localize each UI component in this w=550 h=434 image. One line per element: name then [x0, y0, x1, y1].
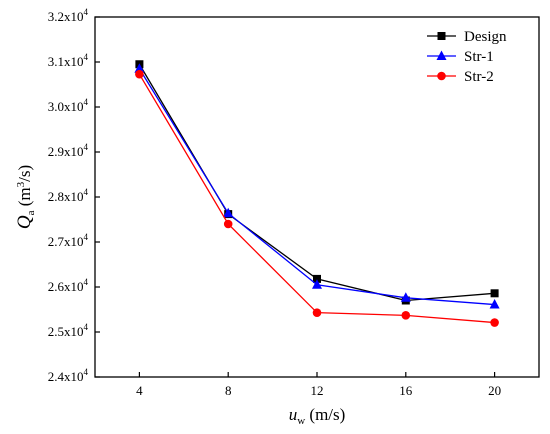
x-tick-label: 8 [225, 383, 232, 398]
legend-label: Str-1 [464, 49, 494, 65]
y-tick-label: 2.5x104 [48, 322, 89, 339]
legend: Design Str-1 Str-2 [427, 29, 507, 85]
x-axis-title: uw (m/s) [289, 405, 346, 427]
data-point [490, 289, 499, 298]
data-point [312, 279, 322, 289]
y-tick-label: 2.4x104 [48, 367, 89, 384]
legend-item: Str-2 [427, 69, 494, 85]
series-line [138, 68, 495, 306]
legend-label: Design [464, 29, 507, 45]
data-point [400, 292, 411, 302]
y-tick-label: 2.7x104 [48, 232, 89, 249]
x-tick-label: 4 [136, 383, 143, 398]
legend-marker [437, 32, 446, 40]
series-layer [134, 60, 500, 327]
legend-marker [437, 71, 446, 81]
data-point [135, 69, 144, 79]
series-line [138, 63, 495, 302]
y-tick-label: 2.8x104 [48, 187, 89, 204]
y-tick-label: 2.6x104 [48, 277, 89, 294]
series-str-1 [134, 63, 500, 309]
legend-item: Design [427, 29, 507, 45]
data-point [489, 299, 500, 309]
x-tick-label: 16 [399, 383, 413, 398]
y-tick-label: 3.1x104 [48, 52, 89, 69]
legend-item: Str-1 [427, 49, 494, 65]
y-tick-label: 3.0x104 [48, 97, 89, 114]
data-point [223, 207, 234, 218]
data-point [134, 63, 145, 73]
data-point [313, 274, 321, 283]
legend-label: Str-2 [464, 69, 494, 85]
x-tick-label: 20 [488, 383, 501, 398]
x-axis-ticks: 4 8 12 16 20 [136, 372, 501, 398]
data-point [401, 311, 411, 320]
y-tick-label: 2.9x104 [48, 142, 89, 159]
data-point [223, 219, 233, 229]
x-tick-label: 12 [311, 383, 324, 398]
y-tick-label: 3.2x104 [48, 7, 89, 24]
y-axis-title: Qa (m3/s) [14, 165, 37, 229]
data-point [490, 318, 499, 327]
series-str-2 [135, 69, 499, 327]
legend-marker [436, 50, 447, 60]
y-axis-ticks: 2.4x104 2.5x104 2.6x104 2.7x104 2.8x104 2.9x1… [48, 7, 100, 384]
series-design [135, 60, 499, 305]
data-point [312, 308, 322, 317]
